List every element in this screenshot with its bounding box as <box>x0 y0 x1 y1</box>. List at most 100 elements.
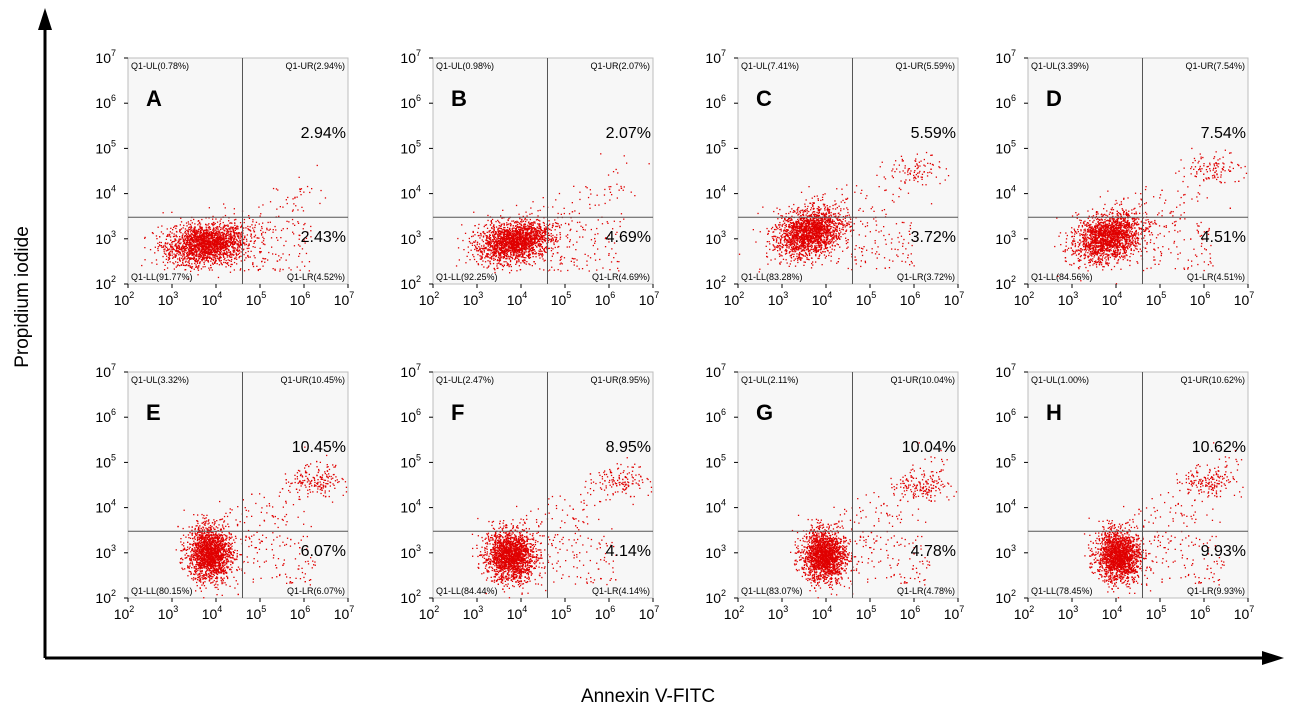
event-dot <box>539 231 541 234</box>
event-dot <box>175 227 177 230</box>
event-dot <box>881 161 883 163</box>
event-dot <box>208 226 211 228</box>
event-dot <box>823 205 825 207</box>
event-dot <box>485 242 487 244</box>
event-dot <box>180 217 182 219</box>
event-dot <box>472 231 474 233</box>
event-dot <box>324 197 327 199</box>
event-dot <box>177 258 179 260</box>
event-dot <box>261 234 263 236</box>
event-dot <box>533 249 535 251</box>
event-dot <box>589 207 591 209</box>
event-dot <box>192 229 194 231</box>
event-dot <box>200 232 202 234</box>
event-dot <box>219 253 221 255</box>
upper-right-percent: 2.07% <box>606 125 651 142</box>
event-dot <box>193 240 195 242</box>
event-dot <box>233 254 235 256</box>
event-dot <box>225 259 227 262</box>
event-dot <box>537 223 539 225</box>
event-dot <box>224 230 226 232</box>
event-dot <box>518 246 520 249</box>
event-dot <box>191 250 193 252</box>
event-dot <box>156 238 158 240</box>
event-dot <box>199 232 201 234</box>
event-dot <box>493 251 495 253</box>
event-dot <box>220 243 222 245</box>
event-dot <box>499 222 501 224</box>
event-dot <box>884 189 886 192</box>
event-dot <box>224 249 226 251</box>
event-dot <box>469 242 472 244</box>
event-dot <box>188 261 190 263</box>
event-dot <box>209 242 211 244</box>
event-dot <box>179 265 181 267</box>
event-dot <box>493 254 496 256</box>
event-dot <box>176 251 178 253</box>
panel-letter: A <box>146 86 162 111</box>
event-dot <box>904 172 906 174</box>
event-dot <box>212 238 214 241</box>
event-dot <box>234 227 237 229</box>
event-dot <box>197 230 199 232</box>
event-dot <box>204 253 206 255</box>
event-dot <box>594 233 596 236</box>
event-dot <box>493 225 495 227</box>
event-dot <box>479 255 481 257</box>
event-dot <box>213 245 215 247</box>
event-dot <box>213 223 215 226</box>
event-dot <box>190 231 192 233</box>
event-dot <box>514 234 516 237</box>
x-tick-label: 107 <box>334 290 355 308</box>
event-dot <box>204 240 206 242</box>
event-dot <box>194 261 197 263</box>
event-dot <box>526 230 529 232</box>
event-dot <box>534 239 536 242</box>
event-dot <box>201 238 203 241</box>
event-dot <box>169 257 171 260</box>
event-dot <box>499 225 502 227</box>
event-dot <box>157 249 159 252</box>
event-dot <box>169 234 171 236</box>
event-dot <box>172 248 175 250</box>
event-dot <box>225 240 228 242</box>
event-dot <box>505 244 508 246</box>
event-dot <box>489 234 491 236</box>
event-dot <box>173 268 175 270</box>
event-dot <box>204 242 206 244</box>
event-dot <box>196 233 198 236</box>
event-dot <box>555 199 557 201</box>
event-dot <box>790 257 793 259</box>
event-dot <box>779 255 781 257</box>
event-dot <box>927 162 929 164</box>
event-dot <box>217 228 219 230</box>
event-dot <box>179 258 181 260</box>
event-dot <box>521 236 524 239</box>
event-dot <box>604 202 606 205</box>
event-dot <box>252 263 254 266</box>
event-dot <box>556 241 558 243</box>
event-dot <box>201 234 203 237</box>
event-dot <box>198 220 200 222</box>
event-dot <box>229 259 231 262</box>
event-dot <box>293 233 295 235</box>
event-dot <box>223 229 225 231</box>
event-dot <box>222 243 224 245</box>
event-dot <box>476 244 478 246</box>
event-dot <box>586 264 588 266</box>
event-dot <box>502 247 504 250</box>
event-dot <box>243 227 245 229</box>
event-dot <box>243 218 246 221</box>
event-dot <box>232 242 234 244</box>
event-dot <box>492 262 495 265</box>
event-dot <box>169 253 171 255</box>
event-dot <box>217 276 220 279</box>
event-dot <box>559 232 561 234</box>
event-dot <box>299 188 301 190</box>
event-dots <box>141 164 327 280</box>
event-dot <box>212 233 214 235</box>
event-dot <box>207 241 210 243</box>
event-dot <box>541 253 543 255</box>
event-dot <box>495 233 497 235</box>
event-dot <box>221 236 223 238</box>
